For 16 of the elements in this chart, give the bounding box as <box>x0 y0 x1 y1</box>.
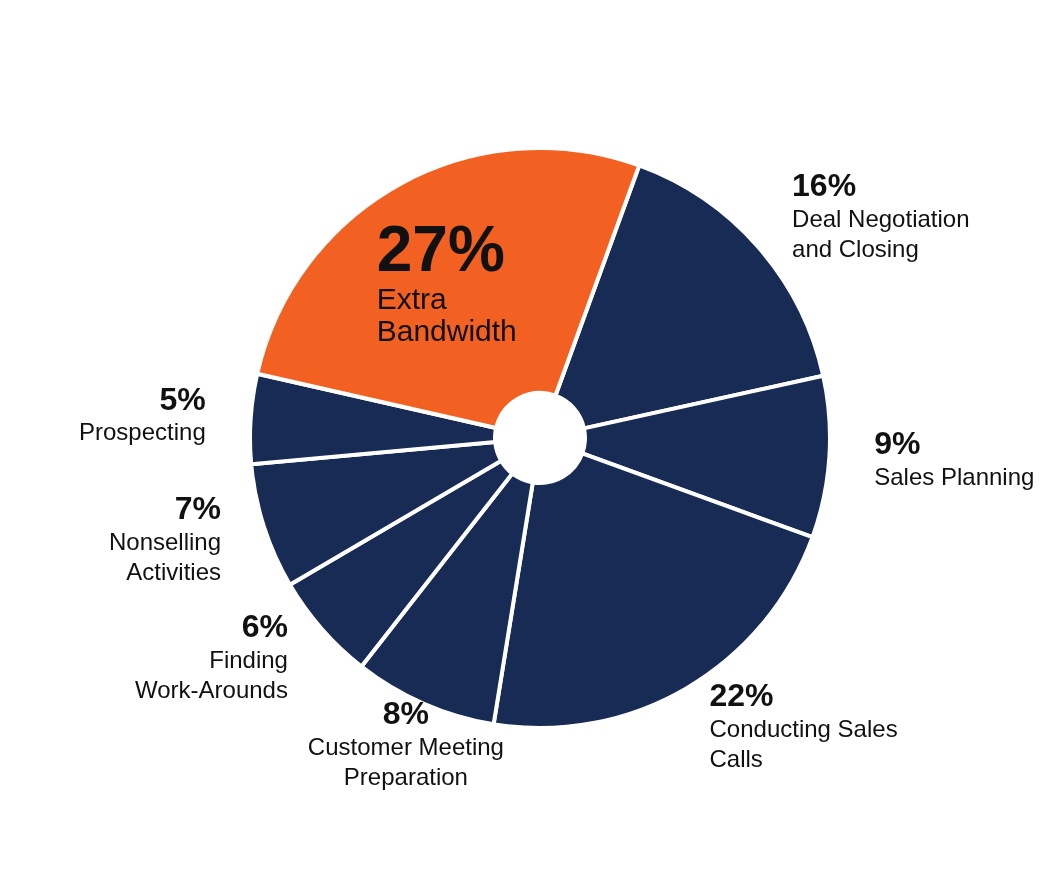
data-label: 6% <box>241 608 288 645</box>
data-label: 8% <box>382 694 430 731</box>
slice-label: Prospecting <box>78 418 206 446</box>
slice-label: Conducting Sales Calls <box>709 714 898 772</box>
data-label: 5% <box>159 380 206 417</box>
slice-label: Customer Meeting Preparation <box>307 732 504 790</box>
data-label: 16% <box>792 167 857 204</box>
data-label: 27% <box>376 212 505 285</box>
slice-label: Extra Bandwidth <box>376 282 517 348</box>
slice-label: Deal Negotiation and Closing <box>792 204 970 262</box>
slice-label: Nonselling Activities <box>108 528 222 586</box>
data-label: 7% <box>174 490 222 527</box>
slice-label: Sales Planning <box>874 462 1035 490</box>
slice-label: Finding Work-Arounds <box>134 646 288 704</box>
data-label: 22% <box>709 676 774 713</box>
data-label: 9% <box>874 425 921 462</box>
